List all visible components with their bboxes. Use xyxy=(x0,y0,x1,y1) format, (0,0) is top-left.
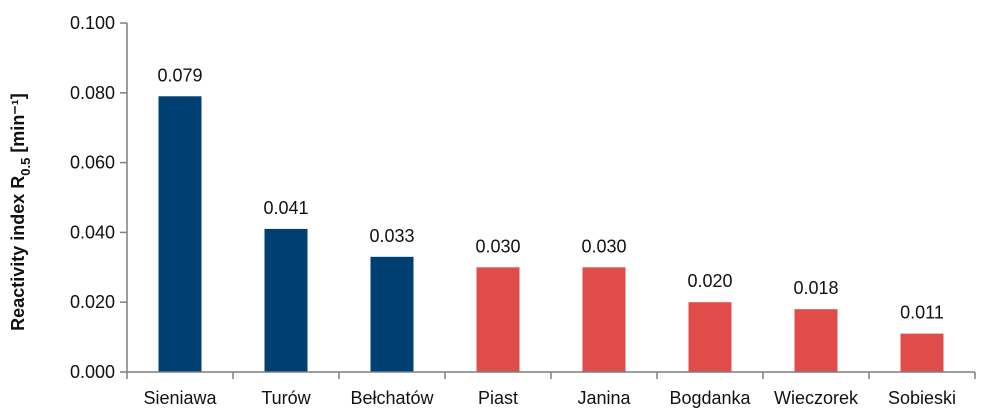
axes xyxy=(126,23,976,379)
y-tick-label: 0.100 xyxy=(70,13,115,33)
bar xyxy=(582,267,626,372)
data-label: 0.011 xyxy=(900,303,944,323)
category-label: Janina xyxy=(577,388,631,408)
y-axis-ticks: 0.000 0.020 0.040 0.060 0.080 0.100 xyxy=(70,13,127,382)
category-label: Wieczorek xyxy=(774,388,859,408)
y-tick-label: 0.080 xyxy=(70,83,115,103)
y-tick-label: 0.060 xyxy=(70,153,115,173)
data-label: 0.030 xyxy=(475,236,520,256)
category-label: Piast xyxy=(478,388,518,408)
data-label: 0.020 xyxy=(687,271,732,291)
bar xyxy=(158,96,202,372)
y-axis-title-main: Reactivity index R xyxy=(8,176,28,331)
svg-text:Reactivity index R0.5 [min⁻¹]: Reactivity index R0.5 [min⁻¹] xyxy=(8,93,33,331)
bar xyxy=(264,228,308,372)
y-tick-label: 0.000 xyxy=(70,362,115,382)
category-label: Sieniawa xyxy=(143,388,217,408)
category-label: Sobieski xyxy=(888,388,956,408)
y-axis-title-unit: [min⁻¹] xyxy=(8,93,28,158)
y-axis-title-subscript: 0.5 xyxy=(18,158,33,176)
data-label: 0.033 xyxy=(369,226,414,246)
data-label: 0.079 xyxy=(157,65,202,85)
data-labels: 0.079 0.041 0.033 0.030 0.030 0.020 0.018 0.011 xyxy=(157,65,943,322)
category-label: Bogdanka xyxy=(669,388,751,408)
category-label: Turów xyxy=(261,388,311,408)
y-tick-label: 0.040 xyxy=(70,222,115,242)
bar xyxy=(794,309,838,372)
category-labels: Sieniawa Turów Bełchatów Piast Janina Bogdank… xyxy=(143,388,956,408)
y-tick-label: 0.020 xyxy=(70,292,115,312)
bar xyxy=(476,267,520,372)
data-label: 0.018 xyxy=(793,278,838,298)
bar xyxy=(900,333,944,372)
category-label: Bełchatów xyxy=(350,388,434,408)
bar xyxy=(370,256,414,372)
data-label: 0.030 xyxy=(581,236,626,256)
data-label: 0.041 xyxy=(263,198,308,218)
bar xyxy=(688,302,732,372)
bars xyxy=(158,96,944,372)
y-axis-title: Reactivity index R0.5 [min⁻¹] xyxy=(8,93,33,331)
